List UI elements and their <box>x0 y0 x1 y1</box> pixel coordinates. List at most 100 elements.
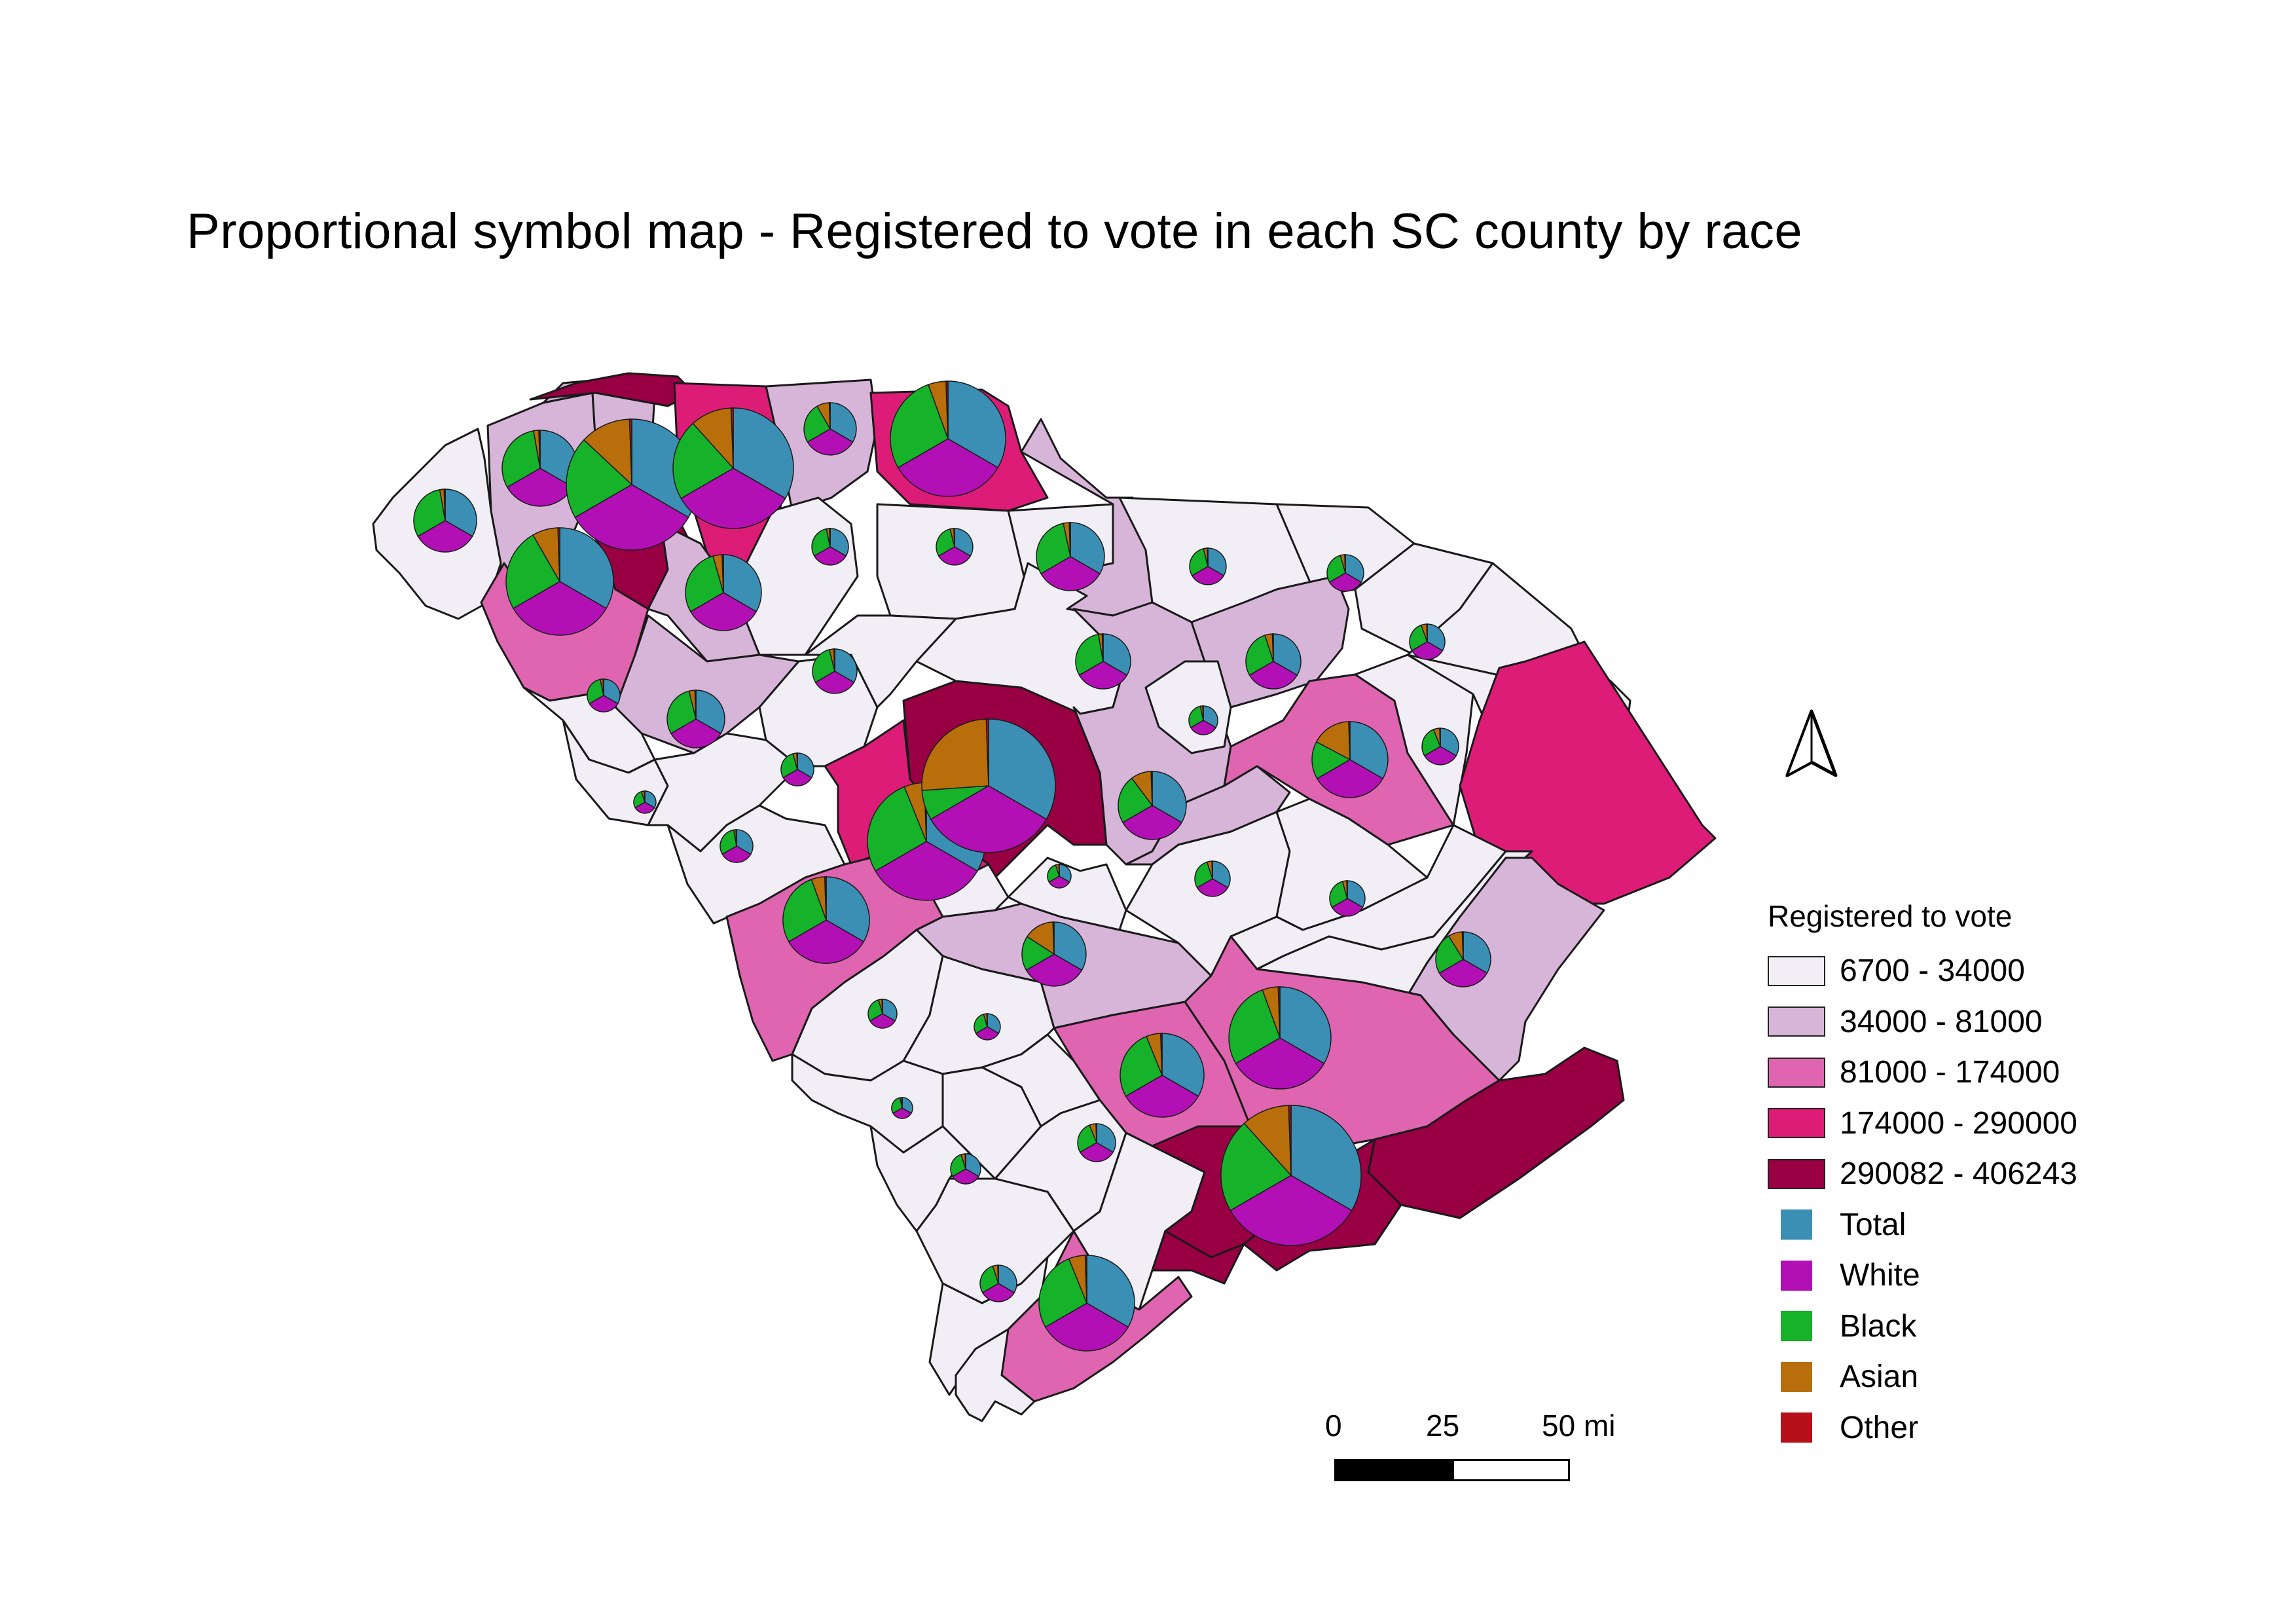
pie-slice-white <box>1316 759 1384 798</box>
pie-slice-other <box>824 876 827 921</box>
legend-symbols: Total White Black Asian Other <box>1768 1200 2077 1454</box>
pie-slice-other <box>1271 633 1274 662</box>
pie-symbol <box>1021 921 1087 987</box>
pie-slice-black <box>891 1097 903 1115</box>
pie-slice-other <box>1277 986 1281 1039</box>
legend-swatch <box>1781 1412 1812 1443</box>
north-arrow-icon <box>1785 709 1838 778</box>
pie-slice-black <box>1311 741 1351 780</box>
pie-slice-black <box>1118 777 1154 824</box>
pie-symbol <box>812 648 858 694</box>
pie-slice-black <box>1245 635 1274 676</box>
pie-slice-black <box>685 555 724 613</box>
pie-slice-other <box>1288 1105 1292 1176</box>
pie-slice-black <box>587 678 604 705</box>
pie-slice-other <box>1150 771 1153 806</box>
pie-symbol <box>1189 547 1227 585</box>
pie-slice-total <box>1086 1255 1135 1328</box>
pie-slice-black <box>1038 1258 1087 1328</box>
legend-swatch <box>1768 1006 1825 1037</box>
pie-slice-total <box>826 876 870 943</box>
pie-symbol <box>685 554 762 631</box>
pie-slice-other <box>1052 921 1055 955</box>
pie-slice-white <box>807 428 854 456</box>
legend-label: 81000 - 174000 <box>1840 1055 2060 1090</box>
pie-slice-black <box>1188 705 1204 729</box>
legend-label: 6700 - 34000 <box>1840 953 2025 989</box>
legend-symbol-item: Total <box>1768 1200 2077 1251</box>
pie-symbol <box>811 528 849 566</box>
legend-swatch <box>1768 1057 1825 1088</box>
pie-slice-black <box>1036 523 1071 575</box>
pie-slice-white <box>574 484 689 551</box>
pie-slice-white <box>813 546 847 566</box>
pie-slice-white <box>930 785 1048 853</box>
legend-class-item: 6700 - 34000 <box>1768 946 2077 997</box>
pie-symbol <box>1194 860 1231 897</box>
pie-symbol <box>921 718 1056 853</box>
pie-slice-black <box>812 649 835 684</box>
legend-label: White <box>1840 1258 1920 1293</box>
pie-slice-white <box>875 841 978 901</box>
pie-slice-black <box>1194 861 1213 889</box>
pie-slice-black <box>1329 881 1348 908</box>
pie-slice-white <box>1125 1075 1199 1118</box>
legend-swatch <box>1768 1158 1825 1189</box>
pie-slice-total <box>988 718 1056 821</box>
county-polygon <box>1459 640 1717 905</box>
scale-bar-segment <box>1336 1461 1454 1479</box>
pie-slice-black <box>867 786 927 872</box>
pie-slice-asian <box>692 407 734 470</box>
pie-slice-white <box>680 468 786 529</box>
pie-slice-black <box>1435 935 1465 974</box>
legend-swatch <box>1781 1311 1812 1342</box>
pie-slice-white <box>634 802 655 814</box>
pie-slice-total <box>723 554 762 613</box>
pie-slice-white <box>952 1168 979 1185</box>
pie-slice-total <box>1070 522 1105 575</box>
pie-slice-other <box>1461 931 1464 960</box>
pie-slice-black <box>566 439 633 519</box>
pie-symbol <box>936 528 974 566</box>
pie-slice-white <box>1423 746 1457 766</box>
pie-symbol <box>1409 623 1446 660</box>
pie-slice-total <box>1053 921 1087 971</box>
legend-symbol-item: Black <box>1768 1301 2077 1352</box>
legend-label: Asian <box>1840 1359 1919 1395</box>
pie-slice-other <box>694 690 697 720</box>
pie-slice-other <box>833 648 835 672</box>
pie-symbol <box>1118 771 1187 840</box>
pie-slice-total <box>947 380 1006 469</box>
pie-slice-black <box>1075 633 1104 676</box>
pie-slice-white <box>1025 953 1083 987</box>
pie-slice-other <box>557 527 560 582</box>
legend: Registered to vote 6700 - 34000 34000 - 8… <box>1768 898 2077 1453</box>
pie-slice-other <box>881 999 883 1014</box>
legend-label: 174000 - 290000 <box>1840 1105 2077 1141</box>
pie-symbol <box>633 790 657 814</box>
pie-slice-other <box>629 418 632 485</box>
pie-slice-white <box>1438 959 1488 987</box>
county-polygon <box>666 804 846 925</box>
legend-label: 290082 - 406243 <box>1840 1156 2077 1192</box>
pie-symbol <box>1220 1105 1362 1246</box>
pie-slice-other <box>1160 1033 1163 1076</box>
legend-label: Total <box>1840 1207 1906 1242</box>
pie-slice-white <box>938 546 972 566</box>
pie-slice-black <box>936 528 955 557</box>
pie-symbol <box>505 527 614 636</box>
pie-slice-black <box>501 430 541 489</box>
legend-symbol-item: Asian <box>1768 1352 2077 1403</box>
pie-slice-white <box>1191 566 1225 585</box>
legend-class-item: 34000 - 81000 <box>1768 997 2077 1048</box>
pie-slice-black <box>672 422 735 500</box>
legend-label: Other <box>1840 1410 1919 1445</box>
pie-slice-black <box>1189 547 1209 577</box>
pie-slice-black <box>867 999 883 1022</box>
pie-symbol <box>780 752 814 786</box>
pie-slice-black <box>1021 936 1055 971</box>
pie-slice-black <box>666 690 697 735</box>
pie-slice-asian <box>1315 721 1351 761</box>
pie-slice-asian <box>1026 921 1055 955</box>
